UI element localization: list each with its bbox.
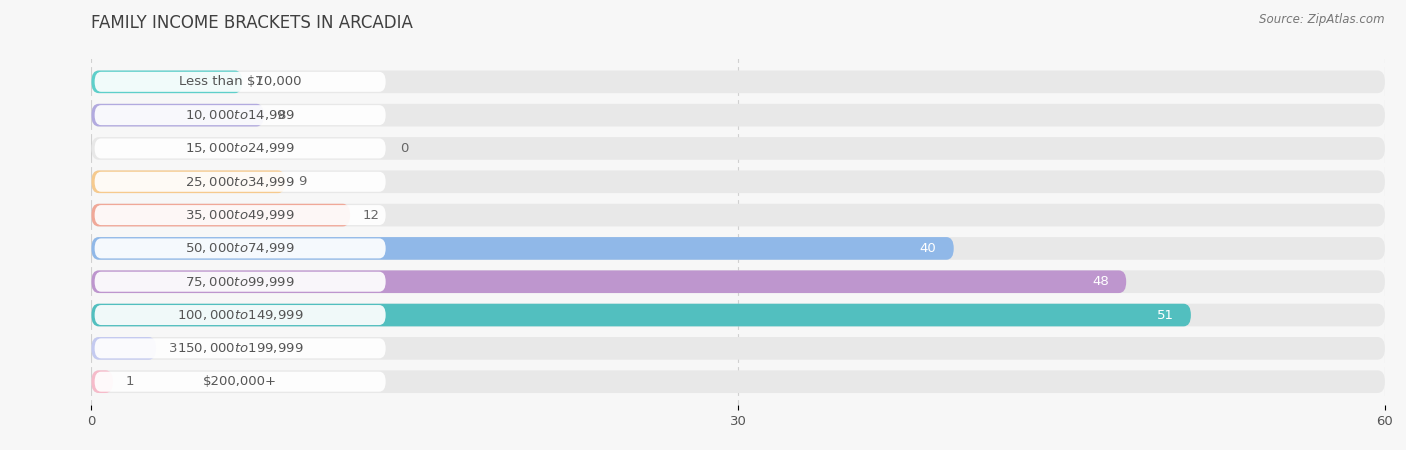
Text: $10,000 to $14,999: $10,000 to $14,999 — [186, 108, 295, 122]
FancyBboxPatch shape — [94, 305, 385, 325]
FancyBboxPatch shape — [94, 205, 385, 225]
FancyBboxPatch shape — [91, 137, 1385, 160]
Text: 7: 7 — [256, 75, 264, 88]
Text: 40: 40 — [920, 242, 936, 255]
Text: $35,000 to $49,999: $35,000 to $49,999 — [186, 208, 295, 222]
Text: $100,000 to $149,999: $100,000 to $149,999 — [177, 308, 304, 322]
FancyBboxPatch shape — [91, 71, 1385, 93]
FancyBboxPatch shape — [91, 337, 1385, 360]
Text: $150,000 to $199,999: $150,000 to $199,999 — [177, 342, 304, 356]
Text: $25,000 to $34,999: $25,000 to $34,999 — [186, 175, 295, 189]
FancyBboxPatch shape — [91, 104, 264, 126]
FancyBboxPatch shape — [91, 71, 242, 93]
Text: FAMILY INCOME BRACKETS IN ARCADIA: FAMILY INCOME BRACKETS IN ARCADIA — [91, 14, 413, 32]
Text: 12: 12 — [363, 209, 380, 221]
FancyBboxPatch shape — [94, 238, 385, 258]
Text: $50,000 to $74,999: $50,000 to $74,999 — [186, 241, 295, 256]
FancyBboxPatch shape — [91, 171, 1385, 193]
Text: 0: 0 — [399, 142, 408, 155]
FancyBboxPatch shape — [91, 270, 1385, 293]
FancyBboxPatch shape — [91, 204, 350, 226]
FancyBboxPatch shape — [91, 104, 1385, 126]
FancyBboxPatch shape — [94, 72, 385, 92]
Text: Less than $10,000: Less than $10,000 — [179, 75, 301, 88]
FancyBboxPatch shape — [94, 338, 385, 358]
FancyBboxPatch shape — [91, 304, 1191, 326]
FancyBboxPatch shape — [91, 270, 1126, 293]
Text: 8: 8 — [277, 108, 285, 122]
FancyBboxPatch shape — [91, 204, 1385, 226]
Text: $15,000 to $24,999: $15,000 to $24,999 — [186, 141, 295, 155]
Text: 1: 1 — [127, 375, 135, 388]
FancyBboxPatch shape — [91, 237, 953, 260]
FancyBboxPatch shape — [91, 237, 1385, 260]
FancyBboxPatch shape — [91, 304, 1385, 326]
FancyBboxPatch shape — [91, 337, 156, 360]
FancyBboxPatch shape — [91, 171, 285, 193]
Text: $75,000 to $99,999: $75,000 to $99,999 — [186, 275, 295, 289]
FancyBboxPatch shape — [94, 172, 385, 192]
FancyBboxPatch shape — [94, 272, 385, 292]
Text: Source: ZipAtlas.com: Source: ZipAtlas.com — [1260, 14, 1385, 27]
Text: 9: 9 — [298, 175, 307, 188]
FancyBboxPatch shape — [91, 370, 112, 393]
FancyBboxPatch shape — [94, 105, 385, 125]
Text: 3: 3 — [169, 342, 177, 355]
Text: 51: 51 — [1157, 309, 1174, 322]
Text: $200,000+: $200,000+ — [202, 375, 277, 388]
Text: 48: 48 — [1092, 275, 1109, 288]
FancyBboxPatch shape — [94, 139, 385, 158]
FancyBboxPatch shape — [94, 372, 385, 392]
FancyBboxPatch shape — [91, 370, 1385, 393]
